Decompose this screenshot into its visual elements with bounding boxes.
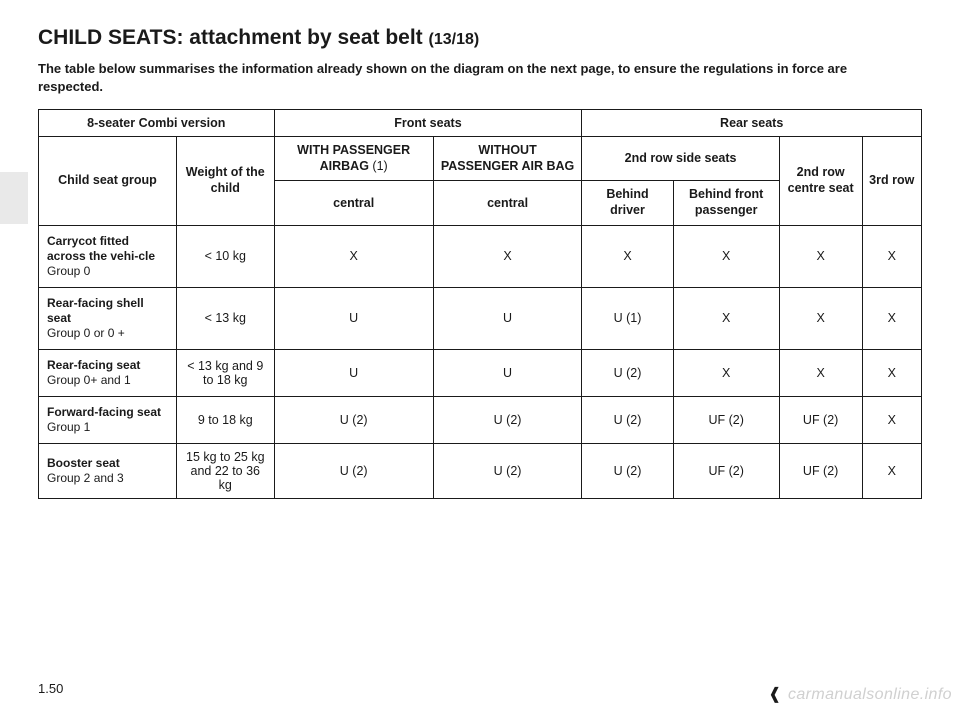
cell-value: X [673,287,779,349]
hdr-rear: Rear seats [582,110,922,137]
page-title: CHILD SEATS: attachment by seat belt (13… [38,26,922,50]
table-row: Rear-facing shell seatGroup 0 or 0 +< 13… [39,287,922,349]
hdr-behind-passenger: Behind front passenger [673,181,779,225]
table-body: Carrycot fitted across the vehi-cleGroup… [39,225,922,498]
hdr-2nd-row-side: 2nd row side seats [582,137,779,181]
hdr-version: 8-seater Combi version [39,110,275,137]
table-header-row: Child seat group Weight of the child WIT… [39,137,922,181]
cell-value: U [274,287,433,349]
table-row: Forward-facing seatGroup 19 to 18 kgU (2… [39,396,922,443]
row-weight: < 13 kg [176,287,274,349]
cell-value: U (2) [433,396,582,443]
cell-value: X [433,225,582,287]
subtitle: The table below summarises the informati… [38,60,908,95]
row-label: Carrycot fitted across the vehi-cleGroup… [39,225,177,287]
cell-value: X [673,349,779,396]
hdr-3rd-row: 3rd row [862,137,921,226]
cell-value: U (2) [274,396,433,443]
cell-value: X [779,225,862,287]
hdr-behind-driver: Behind driver [582,181,673,225]
row-label: Rear-facing shell seatGroup 0 or 0 + [39,287,177,349]
row-label-strong: Booster seat [47,456,168,471]
hdr-with-airbag-text: WITH PASSENGER AIRBAG [297,143,410,173]
hdr-2nd-row-centre: 2nd row centre seat [779,137,862,226]
hdr-central-a: central [274,181,433,225]
cell-value: U [433,349,582,396]
cell-value: X [582,225,673,287]
cell-value: U (2) [582,349,673,396]
cell-value: UF (2) [673,443,779,498]
hdr-with-airbag: WITH PASSENGER AIRBAG (1) [274,137,433,181]
table-row: Rear-facing seatGroup 0+ and 1< 13 kg an… [39,349,922,396]
watermark: ❰ carmanualsonline.info [768,684,952,704]
cell-value: X [862,443,921,498]
cursor-icon: ❰ [768,686,782,703]
cell-value: UF (2) [779,443,862,498]
table-row: Booster seatGroup 2 and 315 kg to 25 kg … [39,443,922,498]
row-label-strong: Rear-facing seat [47,358,168,373]
side-tab [0,172,28,224]
row-weight: < 13 kg and 9 to 18 kg [176,349,274,396]
hdr-without-airbag: WITHOUT PASSENGER AIR BAG [433,137,582,181]
cell-value: U (2) [582,396,673,443]
row-label-strong: Carrycot fitted across the vehi-cle [47,234,168,264]
footer-page: 1.50 [38,681,63,696]
table-header-row: 8-seater Combi version Front seats Rear … [39,110,922,137]
row-weight: 9 to 18 kg [176,396,274,443]
row-label: Forward-facing seatGroup 1 [39,396,177,443]
hdr-front: Front seats [274,110,582,137]
cell-value: X [779,349,862,396]
cell-value: U [274,349,433,396]
cell-value: X [673,225,779,287]
row-label-sub: Group 0 [47,264,168,279]
hdr-child-group: Child seat group [39,137,177,226]
cell-value: X [862,396,921,443]
title-part: (13/18) [429,31,480,48]
row-label: Booster seatGroup 2 and 3 [39,443,177,498]
cell-value: UF (2) [779,396,862,443]
row-weight: 15 kg to 25 kg and 22 to 36 kg [176,443,274,498]
cell-value: U [433,287,582,349]
cell-value: UF (2) [673,396,779,443]
hdr-with-airbag-note: (1) [372,159,387,173]
hdr-weight: Weight of the child [176,137,274,226]
cell-value: X [862,287,921,349]
row-label-strong: Rear-facing shell seat [47,296,168,326]
cell-value: U (1) [582,287,673,349]
row-label-sub: Group 0 or 0 + [47,326,168,341]
cell-value: U (2) [274,443,433,498]
table-row: Carrycot fitted across the vehi-cleGroup… [39,225,922,287]
watermark-text: carmanualsonline.info [788,686,952,703]
child-seat-table: 8-seater Combi version Front seats Rear … [38,109,922,499]
row-label-sub: Group 2 and 3 [47,471,168,486]
cell-value: U (2) [433,443,582,498]
title-main: CHILD SEATS: attachment by seat belt [38,26,429,49]
cell-value: X [862,225,921,287]
cell-value: X [779,287,862,349]
cell-value: X [274,225,433,287]
row-label: Rear-facing seatGroup 0+ and 1 [39,349,177,396]
row-label-sub: Group 0+ and 1 [47,373,168,388]
cell-value: U (2) [582,443,673,498]
hdr-central-b: central [433,181,582,225]
cell-value: X [862,349,921,396]
row-weight: < 10 kg [176,225,274,287]
row-label-strong: Forward-facing seat [47,405,168,420]
row-label-sub: Group 1 [47,420,168,435]
